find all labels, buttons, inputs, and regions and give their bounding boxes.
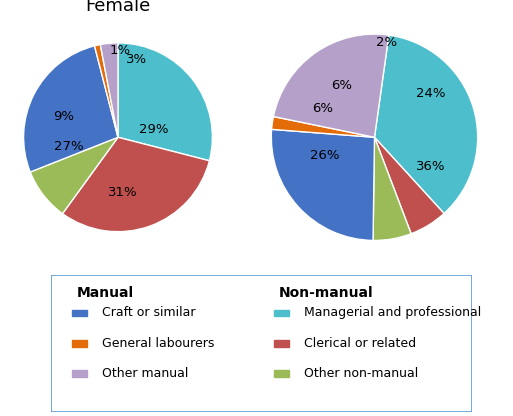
Text: 26%: 26% — [310, 149, 340, 162]
Bar — [72, 340, 87, 347]
Wedge shape — [271, 116, 374, 137]
Text: Clerical or related: Clerical or related — [304, 337, 416, 350]
Text: Other non-manual: Other non-manual — [304, 367, 418, 380]
Text: 29%: 29% — [139, 123, 169, 136]
Text: Manual: Manual — [76, 285, 134, 300]
Wedge shape — [374, 137, 444, 234]
Wedge shape — [271, 129, 374, 240]
Text: 9%: 9% — [53, 110, 74, 123]
Text: 27%: 27% — [54, 140, 84, 153]
Title: Female: Female — [85, 0, 151, 15]
Wedge shape — [30, 137, 118, 214]
Wedge shape — [118, 43, 212, 161]
Text: 36%: 36% — [417, 160, 446, 173]
Wedge shape — [273, 34, 389, 137]
Text: 6%: 6% — [331, 79, 352, 92]
Bar — [274, 310, 289, 317]
Title: Male: Male — [353, 0, 396, 4]
Wedge shape — [374, 35, 478, 213]
Text: Managerial and professional: Managerial and professional — [304, 307, 481, 319]
Text: Craft or similar: Craft or similar — [102, 307, 195, 319]
Text: 24%: 24% — [417, 87, 446, 100]
Text: General labourers: General labourers — [102, 337, 214, 350]
Wedge shape — [63, 137, 209, 232]
FancyBboxPatch shape — [51, 275, 472, 412]
Text: 31%: 31% — [108, 186, 137, 198]
Text: 1%: 1% — [109, 44, 130, 57]
Wedge shape — [24, 46, 118, 172]
Text: 2%: 2% — [377, 36, 398, 49]
Text: 3%: 3% — [126, 53, 147, 67]
Wedge shape — [373, 137, 411, 240]
Text: Other manual: Other manual — [102, 367, 188, 380]
Text: 6%: 6% — [312, 102, 333, 115]
Bar — [72, 370, 87, 377]
Wedge shape — [101, 43, 118, 137]
Text: Non-manual: Non-manual — [279, 285, 373, 300]
Wedge shape — [94, 45, 118, 137]
Bar — [274, 340, 289, 347]
Bar — [72, 310, 87, 317]
Bar — [274, 370, 289, 377]
